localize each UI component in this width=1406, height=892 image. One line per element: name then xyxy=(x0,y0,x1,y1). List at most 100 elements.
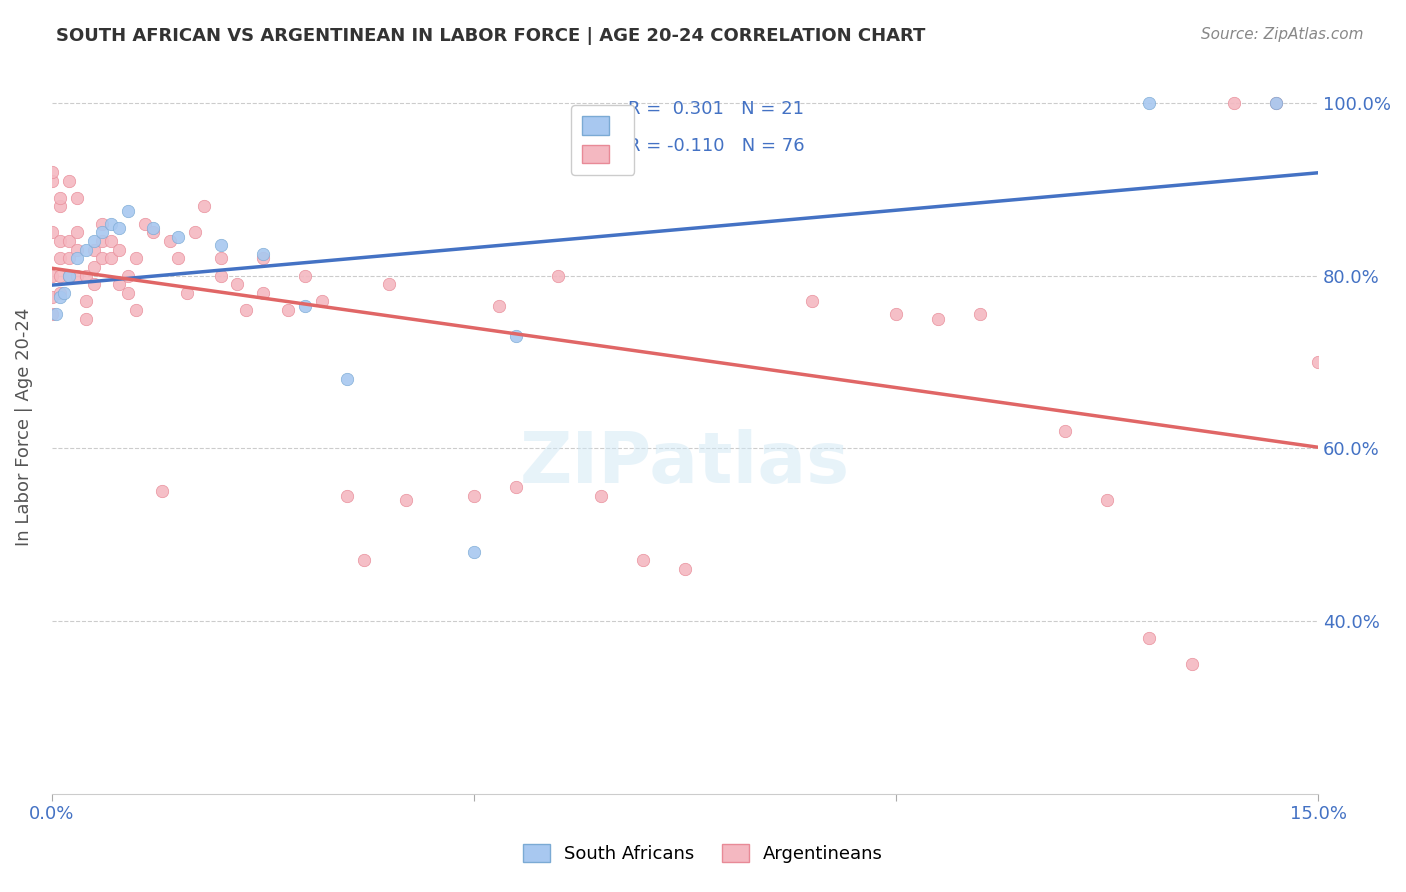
Point xyxy=(235,303,257,318)
Point xyxy=(1095,493,1118,508)
Point xyxy=(49,290,72,304)
Point xyxy=(66,243,89,257)
Point xyxy=(66,225,89,239)
Point xyxy=(631,553,654,567)
Point xyxy=(294,299,316,313)
Point xyxy=(58,251,80,265)
Point xyxy=(252,251,274,265)
Point xyxy=(91,225,114,239)
Text: SOUTH AFRICAN VS ARGENTINEAN IN LABOR FORCE | AGE 20-24 CORRELATION CHART: SOUTH AFRICAN VS ARGENTINEAN IN LABOR FO… xyxy=(56,27,925,45)
Point xyxy=(41,307,63,321)
Point xyxy=(226,277,249,292)
Point xyxy=(311,294,333,309)
Point xyxy=(91,251,114,265)
Point xyxy=(150,484,173,499)
Point xyxy=(53,285,76,300)
Point xyxy=(252,285,274,300)
Point xyxy=(505,480,527,494)
Point xyxy=(49,191,72,205)
Point xyxy=(83,243,105,257)
Point xyxy=(49,234,72,248)
Text: R =  0.301   N = 21: R = 0.301 N = 21 xyxy=(628,100,804,118)
Point xyxy=(49,285,72,300)
Point xyxy=(75,311,97,326)
Legend: , : , xyxy=(571,105,634,175)
Point xyxy=(41,165,63,179)
Point xyxy=(927,311,949,326)
Point xyxy=(91,234,114,248)
Point xyxy=(142,221,165,235)
Point xyxy=(58,173,80,187)
Y-axis label: In Labor Force | Age 20-24: In Labor Force | Age 20-24 xyxy=(15,308,32,546)
Point xyxy=(252,247,274,261)
Point xyxy=(108,243,131,257)
Point xyxy=(83,277,105,292)
Point xyxy=(45,307,67,321)
Point xyxy=(505,329,527,343)
Point xyxy=(1137,95,1160,110)
Point xyxy=(1053,424,1076,438)
Point xyxy=(49,251,72,265)
Point xyxy=(193,199,215,213)
Point xyxy=(91,217,114,231)
Point xyxy=(209,251,232,265)
Point xyxy=(209,238,232,252)
Point xyxy=(463,489,485,503)
Point xyxy=(209,268,232,283)
Point xyxy=(589,489,612,503)
Point xyxy=(100,217,122,231)
Point xyxy=(75,294,97,309)
Point xyxy=(75,243,97,257)
Point xyxy=(100,234,122,248)
Point xyxy=(463,545,485,559)
Point xyxy=(83,260,105,274)
Point xyxy=(108,277,131,292)
Point xyxy=(395,493,418,508)
Point xyxy=(159,234,181,248)
Point xyxy=(49,268,72,283)
Text: ZIPatlas: ZIPatlas xyxy=(520,429,851,498)
Point xyxy=(108,221,131,235)
Point xyxy=(378,277,401,292)
Point xyxy=(117,203,139,218)
Point xyxy=(1180,657,1202,672)
Point xyxy=(58,268,80,283)
Point xyxy=(83,234,105,248)
Text: R = -0.110   N = 76: R = -0.110 N = 76 xyxy=(628,136,804,154)
Point xyxy=(41,173,63,187)
Point xyxy=(176,285,198,300)
Point xyxy=(125,303,148,318)
Point xyxy=(1137,631,1160,645)
Point xyxy=(66,251,89,265)
Point xyxy=(49,199,72,213)
Point xyxy=(125,251,148,265)
Point xyxy=(800,294,823,309)
Point xyxy=(134,217,156,231)
Point xyxy=(1308,355,1330,369)
Point xyxy=(294,268,316,283)
Point xyxy=(1222,95,1244,110)
Text: Source: ZipAtlas.com: Source: ZipAtlas.com xyxy=(1201,27,1364,42)
Point xyxy=(100,251,122,265)
Point xyxy=(969,306,991,320)
Point xyxy=(58,268,80,283)
Point xyxy=(353,553,375,567)
Point xyxy=(58,234,80,248)
Point xyxy=(184,225,207,239)
Point xyxy=(547,268,569,283)
Point xyxy=(673,562,696,576)
Point xyxy=(1264,95,1286,110)
Point xyxy=(41,225,63,239)
Point xyxy=(167,229,190,244)
Legend: South Africans, Argentineans: South Africans, Argentineans xyxy=(512,833,894,874)
Point xyxy=(336,489,359,503)
Point xyxy=(117,285,139,300)
Point xyxy=(66,191,89,205)
Point xyxy=(41,290,63,304)
Point xyxy=(488,299,510,313)
Point xyxy=(884,307,907,321)
Point xyxy=(336,372,359,386)
Point xyxy=(1264,95,1286,110)
Point xyxy=(117,268,139,283)
Point xyxy=(277,303,299,318)
